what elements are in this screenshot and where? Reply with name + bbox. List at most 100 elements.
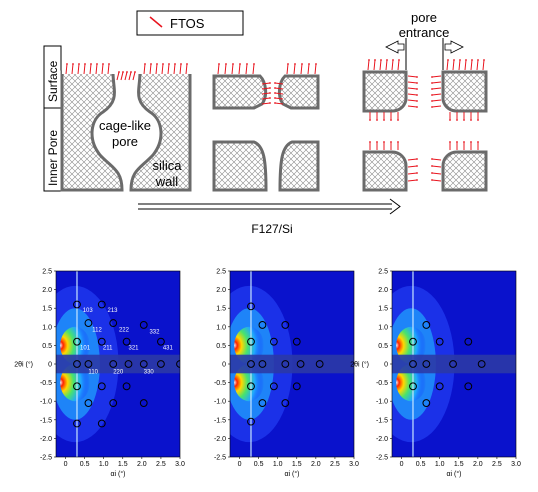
reflection-circle (247, 382, 255, 391)
ftos-head (274, 102, 276, 104)
f127-arrow (138, 198, 401, 215)
hkl-label: 101 (80, 345, 91, 351)
reflection-circle (422, 321, 431, 329)
reflection-circle (139, 360, 148, 368)
reflection-circle (477, 360, 486, 368)
y-tick-label: 2.5 (378, 269, 388, 276)
ftos-molecule (300, 63, 303, 75)
reflection-circle (84, 399, 93, 407)
hkl-label: 431 (163, 345, 174, 351)
ftos-molecule (261, 92, 271, 95)
ftos-head (431, 106, 433, 108)
hkl-label: 112 (92, 327, 102, 333)
cage-label-2: pore (112, 134, 138, 149)
x-tick-label: 2.5 (156, 461, 166, 468)
ftos-head (174, 63, 176, 65)
y-tick-label: -2.0 (376, 436, 388, 443)
ftos-molecule (367, 59, 370, 71)
reflection-circle (296, 360, 305, 368)
ftos-molecule (274, 87, 284, 90)
reflection-circle (269, 337, 278, 346)
reflection-circle (449, 360, 457, 368)
x-tick-label: 3.0 (175, 461, 185, 468)
ftos-head (301, 63, 303, 65)
ftos-head (416, 158, 418, 160)
ftos-head (416, 76, 418, 78)
ftos-molecule (149, 63, 152, 75)
ftos-molecule (446, 59, 449, 71)
ftos-molecule (307, 63, 310, 75)
ftos-head (431, 165, 433, 167)
ftos-head (239, 63, 241, 65)
ftos-molecule (217, 63, 220, 75)
y-tick-label: -2.0 (214, 436, 226, 443)
hkl-label: 330 (144, 369, 155, 375)
reflection-circle (122, 337, 131, 346)
ftos-head (274, 97, 276, 99)
reflection-circle (97, 419, 106, 428)
y-tick-label: -2.5 (214, 455, 226, 462)
ftos-legend-glyph (149, 16, 163, 28)
ftos-molecule (101, 63, 104, 75)
ftos-head (130, 71, 132, 73)
x-tick-label: 1.0 (273, 461, 283, 468)
ftos-head (269, 102, 271, 104)
ftos-molecule (95, 63, 98, 75)
ftos-molecule (385, 59, 388, 71)
beamstop-band (392, 354, 516, 374)
reflection-circle (435, 337, 444, 346)
reflection-circle (464, 382, 473, 391)
wall-label-1: silica (153, 158, 183, 173)
hkl-label: 213 (108, 308, 119, 314)
y-tick-label: 2.0 (378, 287, 388, 294)
y-tick-label: 2.0 (216, 287, 226, 294)
ftos-molecule (431, 179, 442, 182)
ftos-molecule (391, 59, 394, 71)
reflection-circle (176, 360, 180, 368)
ftos-molecule (470, 59, 473, 71)
ftos-molecule (407, 87, 418, 90)
ftos-head (416, 88, 418, 90)
ftos-head (246, 63, 248, 65)
hkl-label: 103 (83, 308, 94, 314)
ftos-molecule (179, 63, 182, 75)
ftos-molecule (293, 63, 296, 75)
ftos-molecule (452, 59, 455, 71)
x-tick-label: 0.5 (254, 461, 264, 468)
ftos-head (78, 63, 80, 65)
heatmap-panel-3: 2.5 2.0 1.5 1.0 0.5 0 -0.5 -1.0 -1.5 -2.0 -2.5 0 0.5… (350, 269, 521, 479)
x-tick-label: 0.5 (80, 461, 90, 468)
f127-si-label: F127/Si (251, 222, 292, 236)
ftos-molecule (476, 59, 479, 71)
ftos-molecule (286, 63, 289, 75)
ftos-molecule (407, 158, 418, 161)
reflection-circle (157, 360, 165, 368)
ftos-molecule (245, 63, 248, 75)
ftos-head (447, 59, 449, 61)
ftos-head (397, 141, 399, 143)
ftos-molecule (161, 63, 164, 75)
ftos-molecule (407, 81, 418, 84)
schematic: FTOS Surface Inner Pore (43, 10, 488, 236)
reflection-circle (247, 417, 255, 426)
x-tick-label: 2.0 (137, 461, 147, 468)
ftos-head (225, 63, 227, 65)
ftos-molecule (238, 63, 241, 75)
ftos-head (232, 63, 234, 65)
ftos-molecule (464, 59, 467, 71)
reflection-circle (269, 382, 278, 391)
reflection-circle (97, 382, 106, 391)
x-axis-label: αi (°) (446, 470, 461, 478)
ftos-molecule (274, 82, 284, 85)
reflection-circle (281, 399, 290, 407)
ftos-head (376, 119, 378, 121)
reflection-circle (97, 300, 106, 309)
x-tick-label: 2.5 (330, 461, 340, 468)
reflection-circle (247, 302, 255, 311)
x-tick-label: 2.5 (492, 461, 502, 468)
y-tick-label: 2.5 (216, 269, 226, 276)
ftos-molecule (407, 172, 418, 175)
y-tick-label: -2.5 (376, 455, 388, 462)
x-tick-label: 3.0 (349, 461, 359, 468)
ftos-head (398, 59, 400, 61)
